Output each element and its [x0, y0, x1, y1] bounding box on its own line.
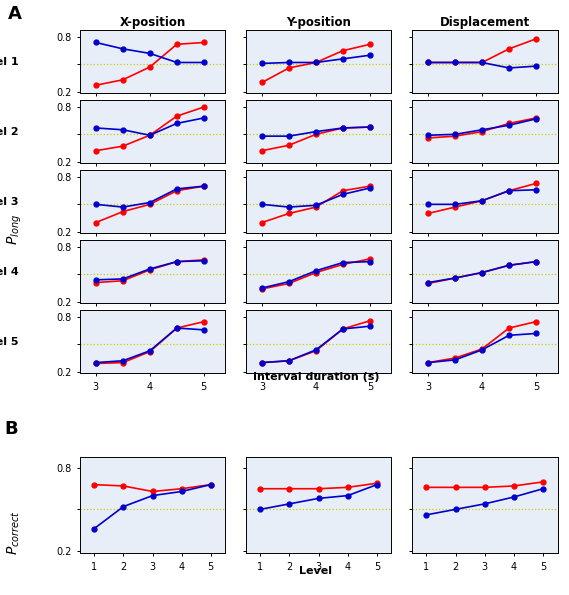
- Text: Level 2: Level 2: [0, 127, 18, 137]
- Title: X-position: X-position: [119, 15, 185, 29]
- Title: Displacement: Displacement: [440, 15, 530, 29]
- Text: Level 4: Level 4: [0, 267, 18, 277]
- Text: B: B: [5, 420, 18, 438]
- Text: Level: Level: [299, 566, 332, 576]
- Text: $P_{long}$: $P_{long}$: [6, 214, 24, 245]
- Text: Level 1: Level 1: [0, 57, 18, 67]
- Text: Level 5: Level 5: [0, 337, 18, 347]
- Text: A: A: [7, 5, 22, 23]
- Text: $P_{correct}$: $P_{correct}$: [6, 510, 22, 555]
- Text: Interval duration (s): Interval duration (s): [253, 372, 379, 382]
- Title: Y-position: Y-position: [286, 15, 351, 29]
- Text: Level 3: Level 3: [0, 196, 18, 206]
